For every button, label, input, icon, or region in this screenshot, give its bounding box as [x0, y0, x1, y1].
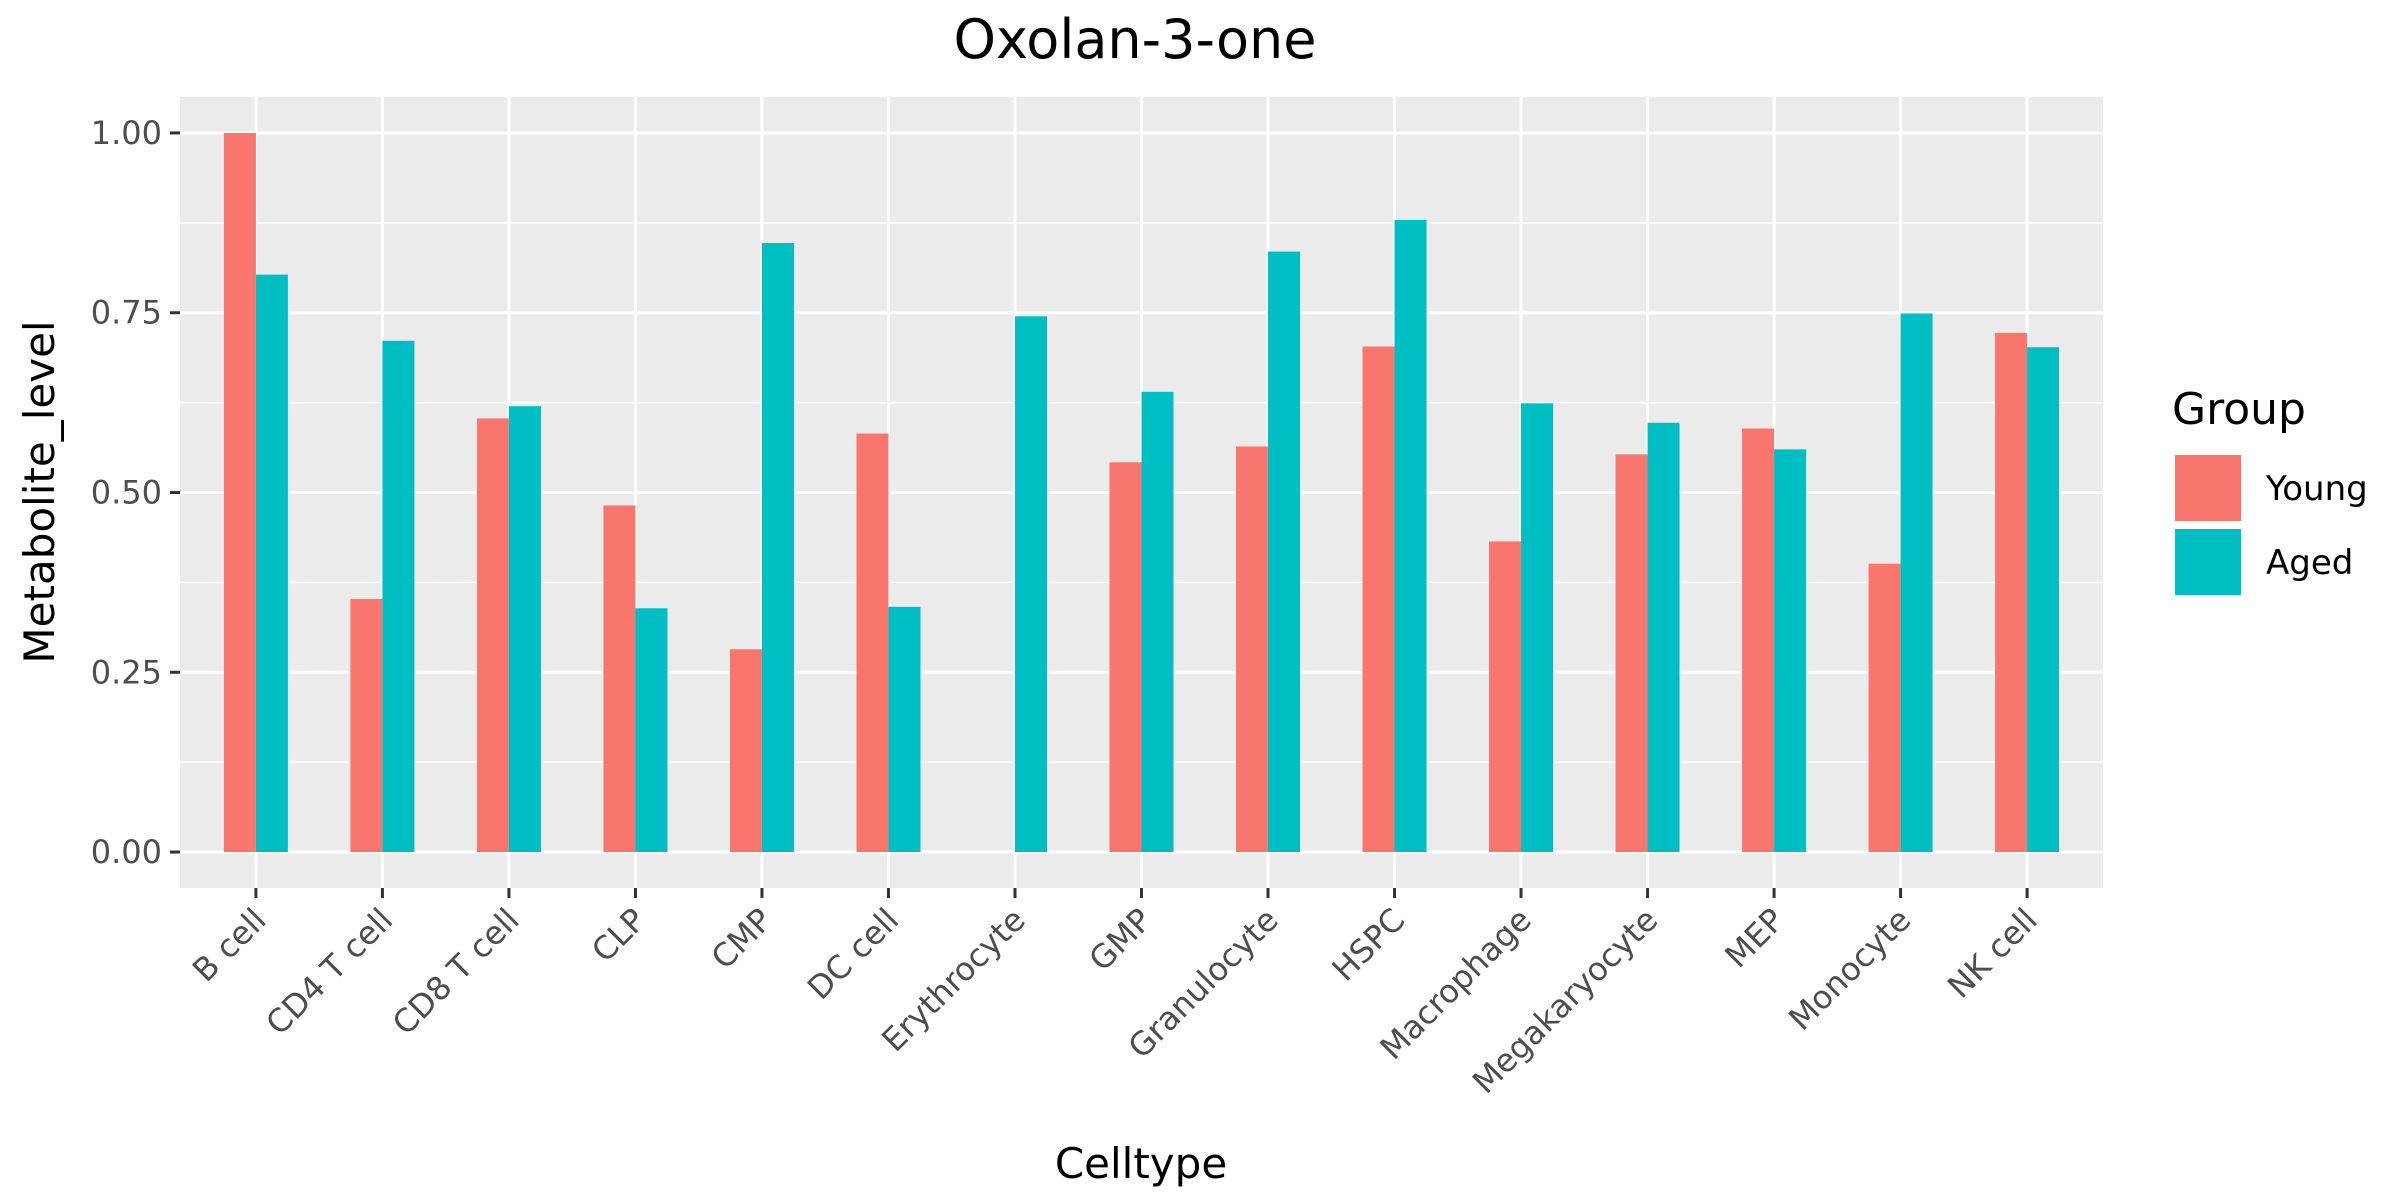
bar-young: [1868, 563, 1901, 853]
x-axis-label: Celltype: [1055, 1139, 1227, 1188]
legend: Group Young Aged: [2172, 384, 2368, 595]
bar-young: [1236, 446, 1269, 853]
bar-young: [729, 649, 762, 853]
bar-aged: [635, 608, 668, 853]
legend-title: Group: [2172, 384, 2306, 435]
bar-aged: [508, 406, 541, 853]
bar-aged: [1268, 251, 1301, 853]
legend-key-young: [2175, 455, 2241, 521]
x-tick-label: GMP: [1082, 901, 1160, 979]
y-axis: 0.00 0.25 0.50 0.75 1.00: [91, 114, 180, 871]
y-tick-label: 1.00: [91, 114, 162, 152]
bar-young: [856, 433, 889, 853]
bar-young: [1995, 332, 2028, 853]
y-tick-label: 0.25: [91, 653, 162, 691]
bar-aged: [761, 242, 794, 853]
x-tick-label: CMP: [704, 901, 780, 977]
bar-aged: [2027, 347, 2060, 853]
bar-aged: [1774, 449, 1807, 853]
bar-aged: [1014, 316, 1047, 853]
x-tick-label: B cell: [185, 901, 274, 990]
bar-aged: [1394, 219, 1427, 853]
legend-key-aged: [2175, 529, 2241, 595]
legend-label-young: Young: [2265, 469, 2368, 509]
bar-series: [223, 132, 2060, 853]
bar-young: [1742, 428, 1775, 853]
bar-young: [350, 598, 383, 853]
x-tick-label: NK cell: [1940, 901, 2045, 1006]
bar-young: [1362, 346, 1395, 853]
x-tick-label: MEP: [1717, 901, 1791, 975]
y-tick-label: 0.50: [91, 474, 162, 512]
bar-aged: [888, 606, 921, 853]
bar-young: [1615, 454, 1648, 853]
bar-young: [1489, 541, 1522, 853]
x-tick-label: Monocyte: [1781, 901, 1918, 1038]
bar-aged: [1521, 403, 1554, 853]
y-axis-label: Metabolite_level: [15, 320, 64, 663]
bar-aged: [1141, 391, 1174, 853]
x-tick-label: CLP: [584, 901, 653, 970]
y-tick-label: 0.00: [91, 833, 162, 871]
x-tick-label: CD4 T cell: [258, 901, 400, 1043]
bar-aged: [1900, 313, 1933, 853]
bar-young: [1109, 462, 1142, 853]
x-tick-label: CD8 T cell: [385, 901, 527, 1043]
bar-aged: [1647, 422, 1680, 853]
bar-young: [223, 132, 256, 853]
chart-title: Oxolan-3-one: [954, 8, 1317, 71]
x-tick-label: DC cell: [800, 901, 906, 1007]
x-tick-label: HSPC: [1324, 901, 1412, 989]
bar-aged: [255, 274, 288, 853]
legend-label-aged: Aged: [2266, 543, 2353, 583]
y-tick-label: 0.75: [91, 294, 162, 332]
bar-aged: [382, 340, 415, 853]
bar-young: [603, 505, 636, 853]
bar-young: [476, 418, 509, 853]
